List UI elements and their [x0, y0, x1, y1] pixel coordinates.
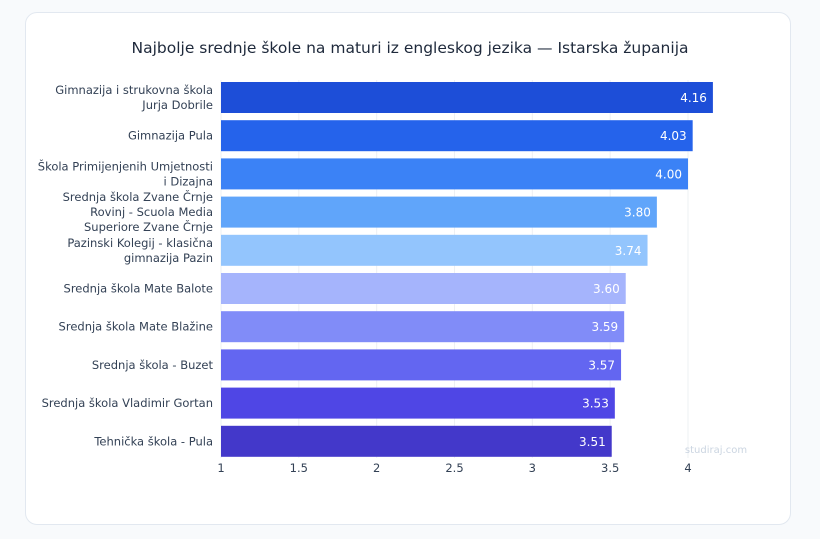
y-category-label: Srednja škola - Buzet [92, 358, 214, 372]
bar-value-label: 4.00 [655, 167, 682, 181]
bar [221, 82, 713, 113]
x-tick-label: 3 [529, 461, 536, 475]
x-tick-label: 4 [684, 461, 691, 475]
watermark: studiraj.com [685, 445, 747, 456]
bar-value-label: 3.60 [593, 282, 620, 296]
x-tick-label: 1 [217, 461, 224, 475]
x-tick-label: 2 [373, 461, 380, 475]
x-tick-label: 2.5 [445, 461, 463, 475]
bar [221, 425, 612, 457]
y-category-label: Srednja škola Zvane Črnje Rovinj - Scuola… [63, 189, 213, 234]
bar [221, 273, 626, 304]
bar-value-label: 3.51 [579, 435, 606, 449]
bar [221, 387, 615, 419]
bar-value-label: 3.80 [624, 206, 651, 220]
bar [221, 120, 693, 152]
bar-value-label: 3.53 [582, 397, 609, 411]
y-category-label: Pazinski Kolegij - klasična gimnazija Paz… [67, 236, 213, 265]
y-category-label: Srednja škola Mate Balote [64, 282, 213, 296]
y-category-label: Tehnička škola - Pula [93, 434, 213, 448]
bar [221, 196, 657, 228]
bar [221, 349, 622, 381]
y-category-label: Gimnazija Pula [128, 129, 213, 143]
bar [221, 311, 625, 343]
x-tick-label: 3.5 [601, 461, 619, 475]
y-category-label: Škola Primijenjenih Umjetnosti i Dizajna [38, 158, 213, 188]
bar [221, 234, 648, 266]
bar-value-label: 4.03 [660, 129, 687, 143]
bar [221, 158, 688, 190]
y-category-label: Gimnazija i strukovna škola Jurja Dobrile [55, 83, 213, 112]
x-tick-label: 1.5 [290, 461, 308, 475]
y-category-label: Srednja škola Vladimir Gortan [42, 396, 213, 410]
bar-value-label: 3.59 [591, 320, 618, 334]
bar-value-label: 3.57 [588, 358, 615, 372]
bar-value-label: 3.74 [615, 244, 642, 258]
y-category-label: Srednja škola Mate Blažine [59, 320, 213, 334]
chart-title: Najbolje srednje škole na maturi iz engl… [131, 39, 688, 57]
bar-value-label: 4.16 [680, 91, 707, 105]
